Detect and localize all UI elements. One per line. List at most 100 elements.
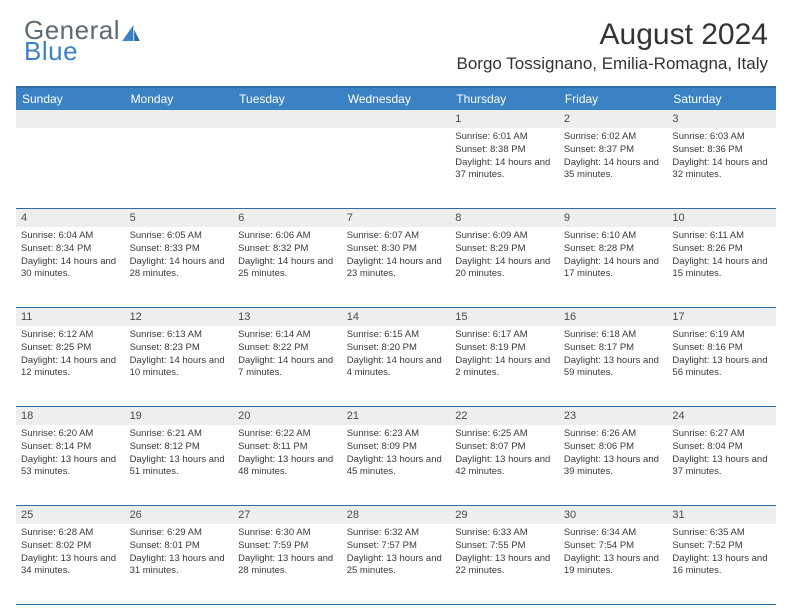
sunrise-text: Sunrise: 6:25 AM — [455, 428, 554, 441]
day-number-6: 6 — [233, 209, 342, 227]
sunset-text: Sunset: 8:11 PM — [238, 441, 337, 454]
sunset-text: Sunset: 8:32 PM — [238, 243, 337, 256]
day-cell-7: Sunrise: 6:07 AMSunset: 8:30 PMDaylight:… — [342, 227, 451, 307]
sunset-text: Sunset: 8:12 PM — [130, 441, 229, 454]
sunset-text: Sunset: 8:30 PM — [347, 243, 446, 256]
day-number-24: 24 — [667, 407, 776, 425]
sunrise-text: Sunrise: 6:13 AM — [130, 329, 229, 342]
day-cell-9: Sunrise: 6:10 AMSunset: 8:28 PMDaylight:… — [559, 227, 668, 307]
empty-cell — [16, 128, 125, 208]
header: GeneralBlue August 2024 Borgo Tossignano… — [0, 0, 792, 82]
day-number-4: 4 — [16, 209, 125, 227]
day-number-28: 28 — [342, 506, 451, 524]
day-cell-2: Sunrise: 6:02 AMSunset: 8:37 PMDaylight:… — [559, 128, 668, 208]
daylight-text: Daylight: 13 hours and 37 minutes. — [672, 454, 771, 480]
day-cell-16: Sunrise: 6:18 AMSunset: 8:17 PMDaylight:… — [559, 326, 668, 406]
day-cell-24: Sunrise: 6:27 AMSunset: 8:04 PMDaylight:… — [667, 425, 776, 505]
day-cell-14: Sunrise: 6:15 AMSunset: 8:20 PMDaylight:… — [342, 326, 451, 406]
day-cell-26: Sunrise: 6:29 AMSunset: 8:01 PMDaylight:… — [125, 524, 234, 604]
sunset-text: Sunset: 8:20 PM — [347, 342, 446, 355]
sunset-text: Sunset: 7:55 PM — [455, 540, 554, 553]
daylight-text: Daylight: 13 hours and 16 minutes. — [672, 553, 771, 579]
week-3: Sunrise: 6:20 AMSunset: 8:14 PMDaylight:… — [16, 425, 776, 506]
logo-text-blue: Blue — [24, 39, 141, 64]
weekday-friday: Friday — [559, 88, 668, 110]
sunset-text: Sunset: 8:06 PM — [564, 441, 663, 454]
week-0: Sunrise: 6:01 AMSunset: 8:38 PM Daylight:… — [16, 128, 776, 209]
daylight-text: Daylight: 13 hours and 31 minutes. — [130, 553, 229, 579]
daylight-text: Daylight: 14 hours and 32 minutes. — [672, 157, 771, 183]
daylight-text: Daylight: 14 hours and 12 minutes. — [21, 355, 120, 381]
sunrise-text: Sunrise: 6:22 AM — [238, 428, 337, 441]
day-number-31: 31 — [667, 506, 776, 524]
daylight-text: Daylight: 13 hours and 59 minutes. — [564, 355, 663, 381]
day-cell-28: Sunrise: 6:32 AMSunset: 7:57 PMDaylight:… — [342, 524, 451, 604]
sunrise-text: Sunrise: 6:10 AM — [564, 230, 663, 243]
week-numbers-2: 11121314151617 — [16, 308, 776, 326]
week-2: Sunrise: 6:12 AMSunset: 8:25 PMDaylight:… — [16, 326, 776, 407]
weekday-tuesday: Tuesday — [233, 88, 342, 110]
day-number-10: 10 — [667, 209, 776, 227]
sunset-text: Sunset: 8:01 PM — [130, 540, 229, 553]
calendar: SundayMondayTuesdayWednesdayThursdayFrid… — [16, 86, 776, 605]
day-number-15: 15 — [450, 308, 559, 326]
day-cell-29: Sunrise: 6:33 AMSunset: 7:55 PMDaylight:… — [450, 524, 559, 604]
logo: GeneralBlue — [24, 18, 141, 63]
day-cell-4: Sunrise: 6:04 AMSunset: 8:34 PMDaylight:… — [16, 227, 125, 307]
day-cell-20: Sunrise: 6:22 AMSunset: 8:11 PMDaylight:… — [233, 425, 342, 505]
day-cell-25: Sunrise: 6:28 AMSunset: 8:02 PMDaylight:… — [16, 524, 125, 604]
sunrise-text: Sunrise: 6:01 AM — [455, 131, 554, 144]
daylight-text: Daylight: 14 hours and 23 minutes. — [347, 256, 446, 282]
sunset-text: Sunset: 8:19 PM — [455, 342, 554, 355]
sunrise-text: Sunrise: 6:27 AM — [672, 428, 771, 441]
daylight-text: Daylight: 13 hours and 45 minutes. — [347, 454, 446, 480]
daylight-text: Daylight: 14 hours and 35 minutes. — [564, 157, 663, 183]
empty-cell — [233, 128, 342, 208]
day-cell-10: Sunrise: 6:11 AMSunset: 8:26 PMDaylight:… — [667, 227, 776, 307]
day-number-9: 9 — [559, 209, 668, 227]
daylight-text: Daylight: 13 hours and 39 minutes. — [564, 454, 663, 480]
sunset-text: Sunset: 8:26 PM — [672, 243, 771, 256]
sunset-text: Sunset: 8:36 PM — [672, 144, 771, 157]
week-1: Sunrise: 6:04 AMSunset: 8:34 PMDaylight:… — [16, 227, 776, 308]
empty-cell — [125, 128, 234, 208]
weekday-monday: Monday — [125, 88, 234, 110]
sunset-text: Sunset: 8:38 PM — [455, 144, 554, 157]
sunrise-text: Sunrise: 6:12 AM — [21, 329, 120, 342]
sunrise-text: Sunrise: 6:07 AM — [347, 230, 446, 243]
weekday-row: SundayMondayTuesdayWednesdayThursdayFrid… — [16, 88, 776, 110]
sunrise-text: Sunrise: 6:32 AM — [347, 527, 446, 540]
day-number-25: 25 — [16, 506, 125, 524]
day-number-8: 8 — [450, 209, 559, 227]
sunset-text: Sunset: 8:07 PM — [455, 441, 554, 454]
week-4: Sunrise: 6:28 AMSunset: 8:02 PMDaylight:… — [16, 524, 776, 605]
sunset-text: Sunset: 8:02 PM — [21, 540, 120, 553]
day-number-21: 21 — [342, 407, 451, 425]
day-cell-21: Sunrise: 6:23 AMSunset: 8:09 PMDaylight:… — [342, 425, 451, 505]
daylight-text: Daylight: 13 hours and 22 minutes. — [455, 553, 554, 579]
sunrise-text: Sunrise: 6:20 AM — [21, 428, 120, 441]
day-number-14: 14 — [342, 308, 451, 326]
day-cell-17: Sunrise: 6:19 AMSunset: 8:16 PMDaylight:… — [667, 326, 776, 406]
daylight-text: Daylight: 13 hours and 48 minutes. — [238, 454, 337, 480]
sunrise-text: Sunrise: 6:14 AM — [238, 329, 337, 342]
sunrise-text: Sunrise: 6:21 AM — [130, 428, 229, 441]
daylight-text: Daylight: 14 hours and 28 minutes. — [130, 256, 229, 282]
daylight-text: Daylight: 14 hours and 30 minutes. — [21, 256, 120, 282]
day-number-12: 12 — [125, 308, 234, 326]
sunrise-text: Sunrise: 6:02 AM — [564, 131, 663, 144]
week-numbers-1: 45678910 — [16, 209, 776, 227]
week-numbers-4: 25262728293031 — [16, 506, 776, 524]
day-cell-1: Sunrise: 6:01 AMSunset: 8:38 PMDaylight:… — [450, 128, 559, 208]
sunset-text: Sunset: 8:34 PM — [21, 243, 120, 256]
daylight-text: Daylight: 13 hours and 51 minutes. — [130, 454, 229, 480]
daylight-text: Daylight: 14 hours and 2 minutes. — [455, 355, 554, 381]
day-cell-6: Sunrise: 6:06 AMSunset: 8:32 PMDaylight:… — [233, 227, 342, 307]
sunset-text: Sunset: 8:23 PM — [130, 342, 229, 355]
day-number-27: 27 — [233, 506, 342, 524]
sunset-text: Sunset: 8:17 PM — [564, 342, 663, 355]
sunset-text: Sunset: 8:33 PM — [130, 243, 229, 256]
daylight-text: Daylight: 14 hours and 10 minutes. — [130, 355, 229, 381]
empty-cell — [125, 110, 234, 128]
day-number-3: 3 — [667, 110, 776, 128]
